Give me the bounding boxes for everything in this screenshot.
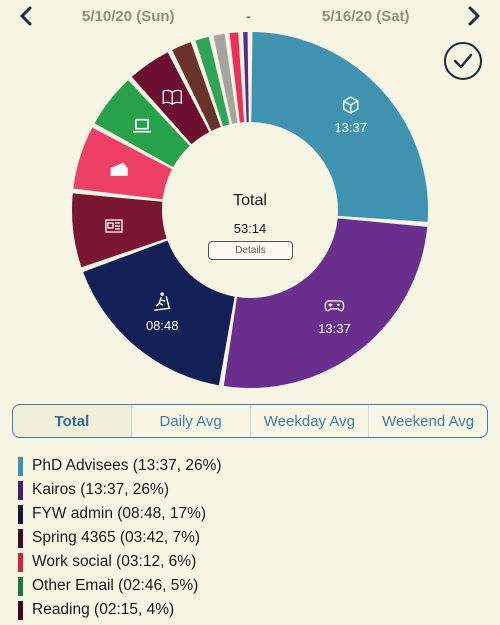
donut-segment[interactable] xyxy=(94,80,190,168)
legend-swatch xyxy=(18,528,23,548)
chevron-left-icon xyxy=(20,6,32,26)
gamepad-icon xyxy=(324,300,345,312)
donut-segment[interactable] xyxy=(213,33,238,124)
legend-label: FYW admin (08:48, 17%) xyxy=(32,505,207,522)
chevron-right-icon xyxy=(468,6,480,26)
checkmark-icon xyxy=(453,53,473,69)
donut-segment[interactable] xyxy=(229,32,245,123)
segment-label: 08:48 xyxy=(146,318,179,333)
cake-icon xyxy=(110,162,128,176)
legend-item[interactable]: Kairos (13:37, 26%) xyxy=(18,478,488,502)
details-button[interactable]: Details xyxy=(208,241,293,260)
newspaper-icon xyxy=(105,219,123,233)
legend-swatch xyxy=(18,576,23,596)
legend-item[interactable]: Other Email (02:46, 5%) xyxy=(18,574,488,598)
donut-segment[interactable] xyxy=(172,42,221,131)
donut-segment[interactable] xyxy=(195,36,230,127)
laptop-icon xyxy=(133,118,152,133)
legend-item[interactable]: Spring 4365 (03:42, 7%) xyxy=(18,526,488,550)
date-range-header: 5/10/20 (Sun) - 5/16/20 (Sat) xyxy=(0,0,500,34)
legend-item[interactable]: Work social (03:12, 6%) xyxy=(18,550,488,574)
legend-swatch xyxy=(18,552,23,572)
tab-weekday-avg[interactable]: Weekday Avg xyxy=(249,405,369,437)
center-title: Total xyxy=(233,192,267,209)
donut-segment[interactable] xyxy=(71,193,167,268)
legend-swatch xyxy=(18,600,23,620)
legend-item[interactable]: Reading (02:15, 4%) xyxy=(18,598,488,622)
category-legend: PhD Advisees (13:37, 26%) Kairos (13:37,… xyxy=(18,454,488,622)
segment-label: 13:37 xyxy=(334,120,367,135)
legend-label: Spring 4365 (03:42, 7%) xyxy=(32,529,201,546)
legend-label: PhD Advisees (13:37, 26%) xyxy=(32,457,222,474)
legend-label: Work social (03:12, 6%) xyxy=(32,553,197,570)
legend-swatch xyxy=(18,480,23,500)
center-total: 53:14 xyxy=(234,221,267,236)
donut-chart: 13:37 13:37 08:48 Total 53:14 xyxy=(71,32,429,388)
start-date: 5/10/20 (Sun) xyxy=(82,8,175,25)
donut-segment[interactable] xyxy=(131,52,210,145)
legend-swatch xyxy=(18,456,23,476)
treadmill-icon xyxy=(154,292,171,311)
tab-total[interactable]: Total xyxy=(13,405,131,437)
legend-item[interactable]: FYW admin (08:48, 17%) xyxy=(18,502,488,526)
cube-icon xyxy=(343,96,359,114)
legend-label: Other Email (02:46, 5%) xyxy=(32,577,199,594)
date-separator: - xyxy=(246,8,251,25)
donut-segment[interactable] xyxy=(243,32,249,123)
book-icon xyxy=(162,89,182,106)
donut-segment[interactable] xyxy=(83,240,235,386)
end-date: 5/16/20 (Sat) xyxy=(322,8,410,25)
tab-weekend-avg[interactable]: Weekend Avg xyxy=(368,405,487,437)
donut-segments: 13:37 13:37 08:48 xyxy=(71,32,429,388)
legend-item[interactable]: PhD Advisees (13:37, 26%) xyxy=(18,454,488,478)
legend-swatch xyxy=(18,504,23,524)
confirm-button[interactable] xyxy=(444,42,482,80)
legend-label: Reading (02:15, 4%) xyxy=(32,601,175,618)
previous-week-button[interactable] xyxy=(14,4,38,28)
donut-segment[interactable] xyxy=(251,32,429,222)
aggregation-tabs: Total Daily Avg Weekday Avg Weekend Avg xyxy=(12,404,488,438)
segment-label: 13:37 xyxy=(318,321,351,336)
next-week-button[interactable] xyxy=(462,4,486,28)
tab-daily-avg[interactable]: Daily Avg xyxy=(130,405,250,437)
legend-label: Kairos (13:37, 26%) xyxy=(32,481,169,498)
